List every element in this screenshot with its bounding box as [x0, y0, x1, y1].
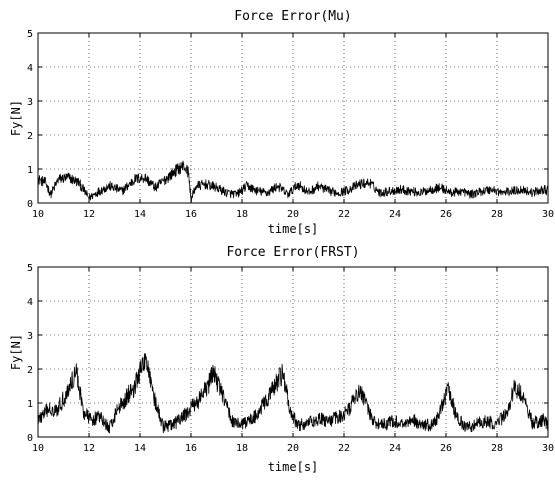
y-tick-label: 1	[27, 165, 33, 176]
y-tick-label: 0	[27, 199, 33, 210]
y-axis-label: Fy[N]	[9, 334, 23, 370]
x-tick-label: 20	[287, 443, 299, 454]
x-tick-label: 30	[542, 443, 554, 454]
x-tick-label: 22	[338, 443, 350, 454]
x-tick-label: 24	[389, 209, 401, 220]
x-tick-label: 22	[338, 209, 350, 220]
x-tick-label: 16	[185, 209, 197, 220]
y-tick-label: 1	[27, 399, 33, 410]
force-error-trace	[37, 353, 549, 434]
y-tick-label: 5	[27, 263, 33, 274]
y-tick-label: 3	[27, 331, 33, 342]
x-tick-label: 24	[389, 443, 401, 454]
x-tick-label: 28	[491, 209, 503, 220]
y-tick-label: 2	[27, 131, 33, 142]
x-tick-label: 14	[134, 443, 146, 454]
subplot-title: Force Error(Mu)	[234, 9, 351, 24]
x-tick-label: 30	[542, 209, 554, 220]
y-axis-label: Fy[N]	[9, 100, 23, 136]
y-tick-label: 5	[27, 29, 33, 40]
x-tick-label: 12	[83, 209, 95, 220]
x-axis-label: time[s]	[268, 222, 319, 236]
x-tick-label: 28	[491, 443, 503, 454]
x-tick-label: 26	[440, 209, 452, 220]
subplot-title: Force Error(FRST)	[226, 245, 359, 260]
y-tick-label: 3	[27, 97, 33, 108]
subplot-mu: Force Error(Mu) Fy[N] time[s] 10 12 14 16 18…	[9, 9, 554, 236]
subplot-frst: Force Error(FRST) Fy[N] time[s] 10 12 14 16…	[9, 245, 554, 474]
x-tick-label: 18	[236, 209, 248, 220]
x-tick-label: 10	[32, 209, 44, 220]
y-tick-label: 0	[27, 433, 33, 444]
x-tick-label: 18	[236, 443, 248, 454]
y-tick-label: 2	[27, 365, 33, 376]
x-tick-label: 14	[134, 209, 146, 220]
force-error-trace	[37, 160, 549, 203]
x-tick-label: 10	[32, 443, 44, 454]
x-tick-label: 20	[287, 209, 299, 220]
x-axis-label: time[s]	[268, 460, 319, 474]
y-tick-label: 4	[27, 297, 33, 308]
y-tick-label: 4	[27, 63, 33, 74]
x-tick-label: 26	[440, 443, 452, 454]
x-tick-label: 12	[83, 443, 95, 454]
x-tick-label: 16	[185, 443, 197, 454]
